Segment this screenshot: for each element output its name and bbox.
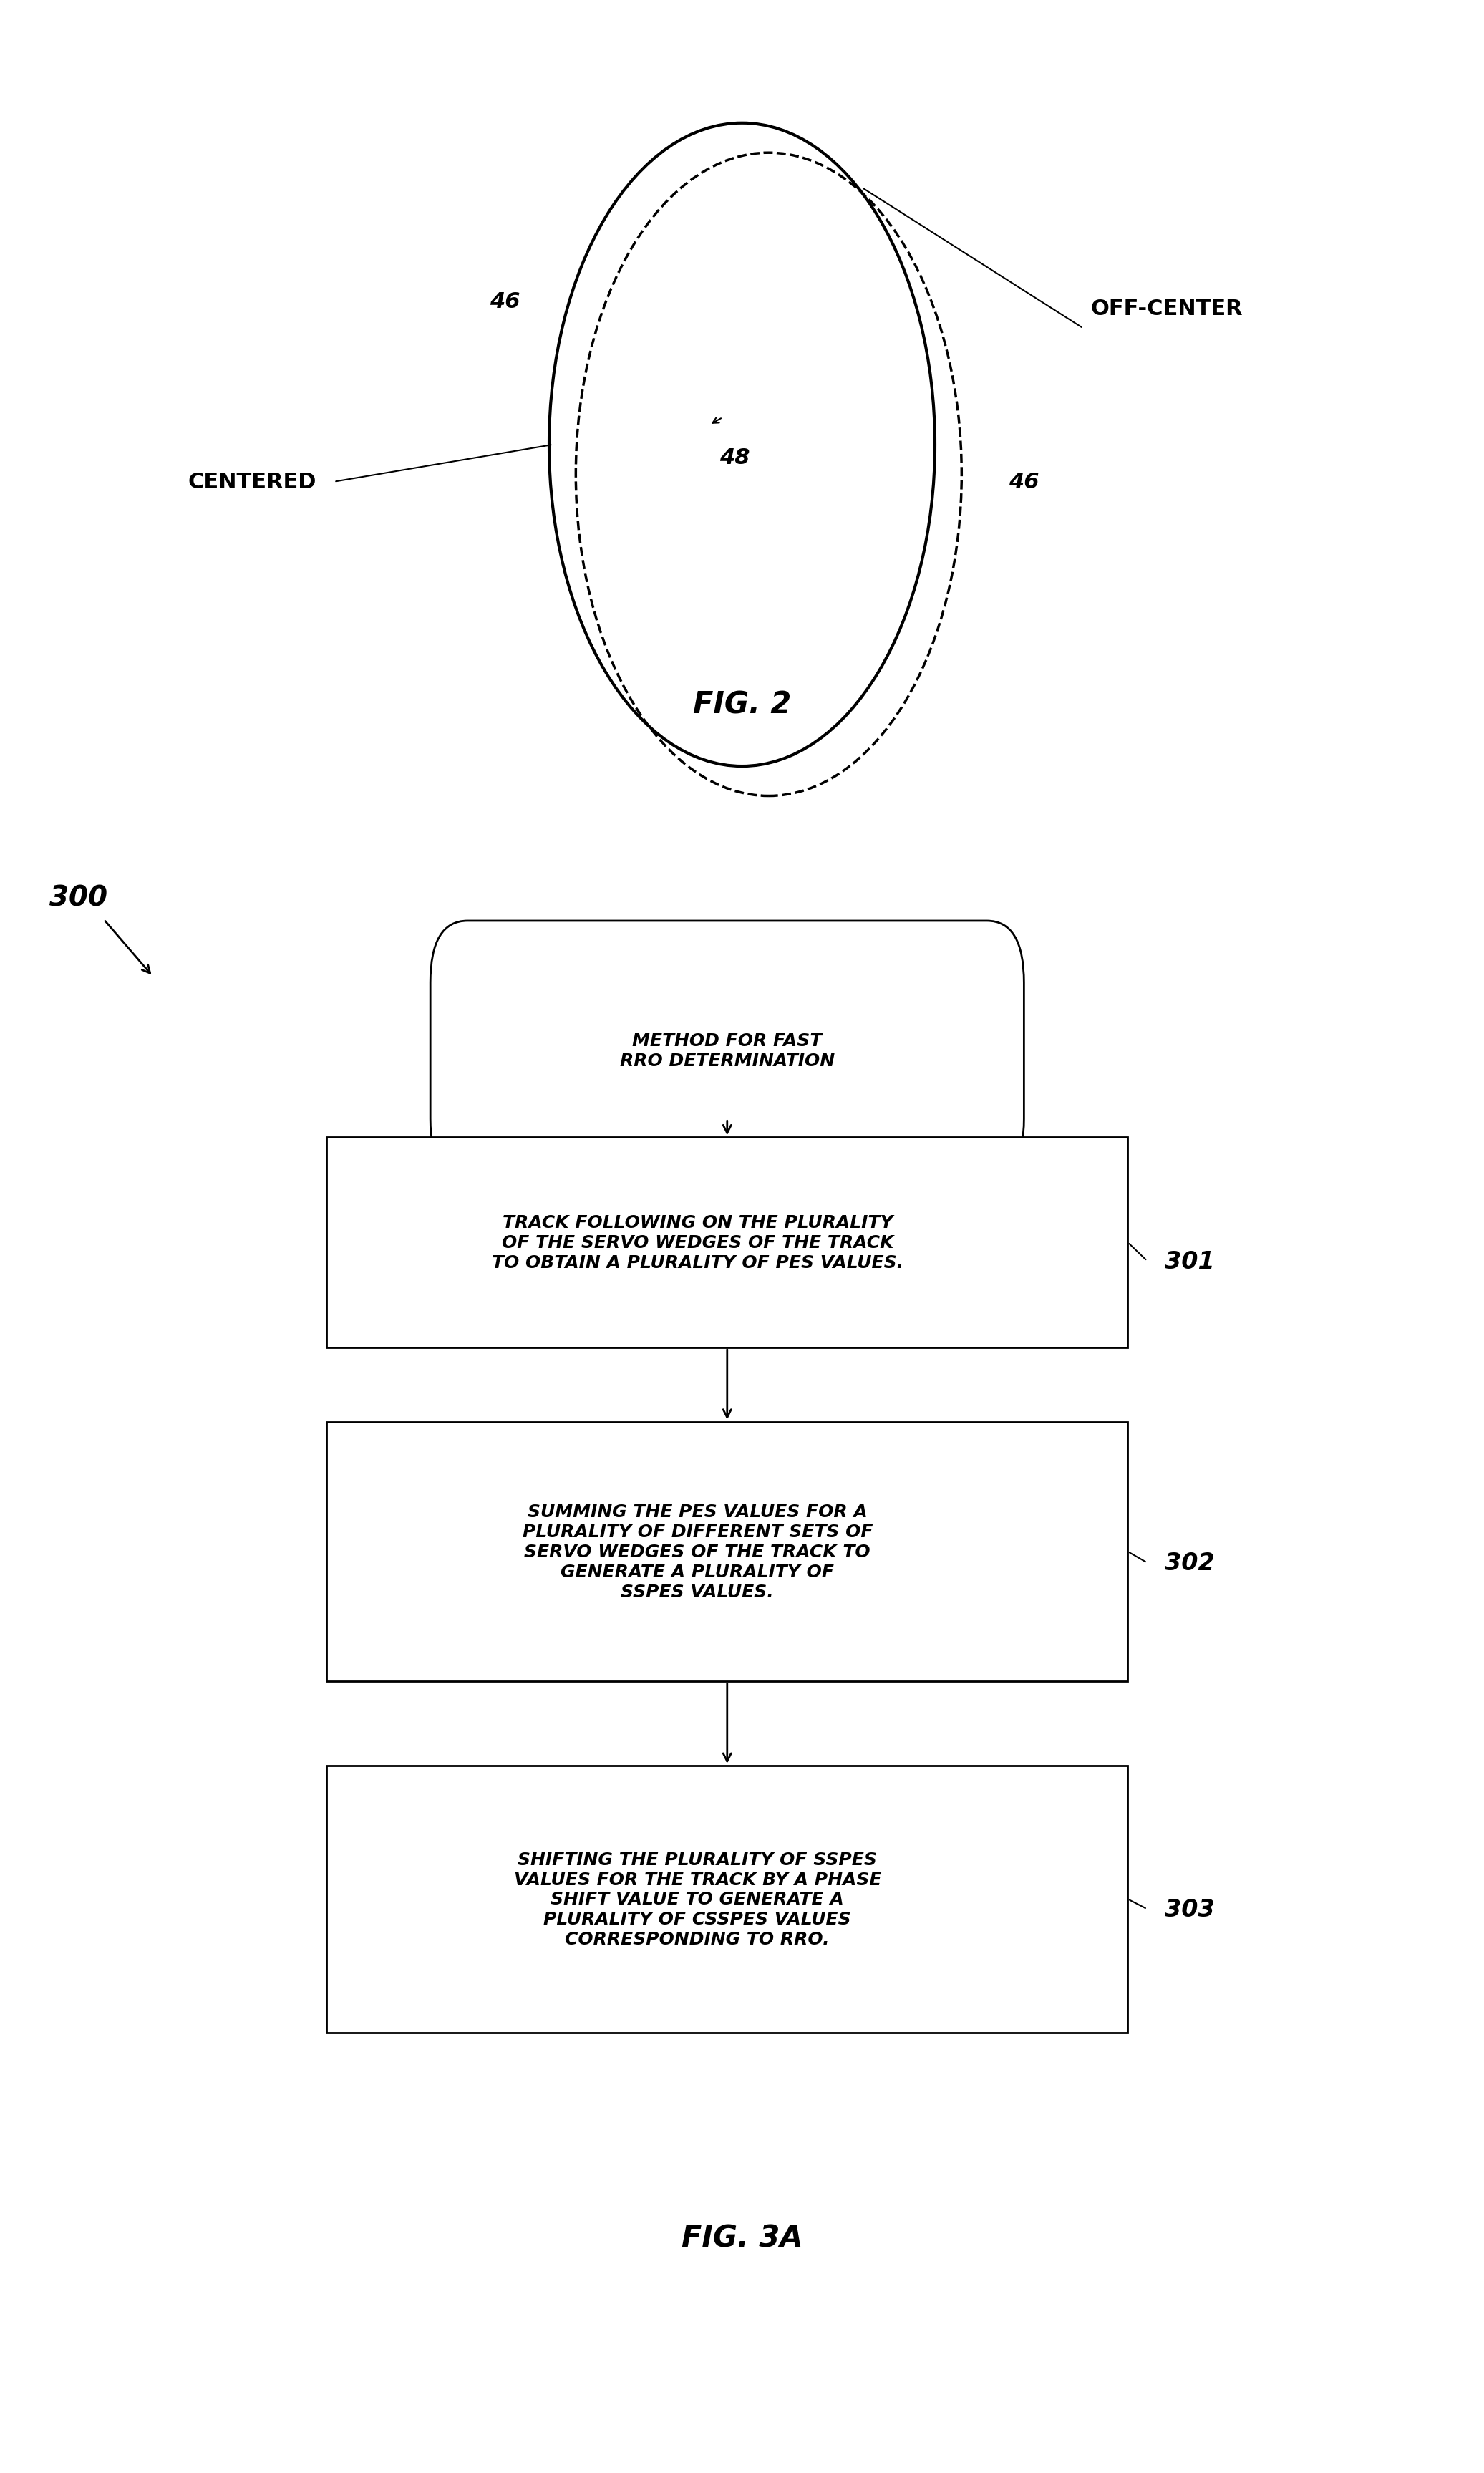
Text: 46: 46 xyxy=(490,292,519,312)
Text: METHOD FOR FAST
RRO DETERMINATION: METHOD FOR FAST RRO DETERMINATION xyxy=(620,1034,834,1068)
FancyBboxPatch shape xyxy=(326,1766,1128,2033)
Text: 300: 300 xyxy=(49,885,108,910)
Text: 303: 303 xyxy=(1165,1897,1215,1922)
Text: SHIFTING THE PLURALITY OF SSPES
VALUES FOR THE TRACK BY A PHASE
SHIFT VALUE TO G: SHIFTING THE PLURALITY OF SSPES VALUES F… xyxy=(513,1850,881,1949)
Text: FIG. 2: FIG. 2 xyxy=(693,690,791,720)
Text: 48: 48 xyxy=(720,448,749,467)
Text: FIG. 3A: FIG. 3A xyxy=(681,2223,803,2253)
FancyBboxPatch shape xyxy=(326,1422,1128,1682)
FancyBboxPatch shape xyxy=(326,1138,1128,1348)
Text: TRACK FOLLOWING ON THE PLURALITY
OF THE SERVO WEDGES OF THE TRACK
TO OBTAIN A PL: TRACK FOLLOWING ON THE PLURALITY OF THE … xyxy=(491,1214,904,1271)
Text: 302: 302 xyxy=(1165,1551,1215,1575)
Text: CENTERED: CENTERED xyxy=(188,472,316,492)
Text: SUMMING THE PES VALUES FOR A
PLURALITY OF DIFFERENT SETS OF
SERVO WEDGES OF THE : SUMMING THE PES VALUES FOR A PLURALITY O… xyxy=(522,1504,873,1600)
FancyBboxPatch shape xyxy=(430,922,1024,1182)
Text: OFF-CENTER: OFF-CENTER xyxy=(1091,299,1244,319)
Text: 301: 301 xyxy=(1165,1249,1215,1274)
Text: 46: 46 xyxy=(1009,472,1039,492)
